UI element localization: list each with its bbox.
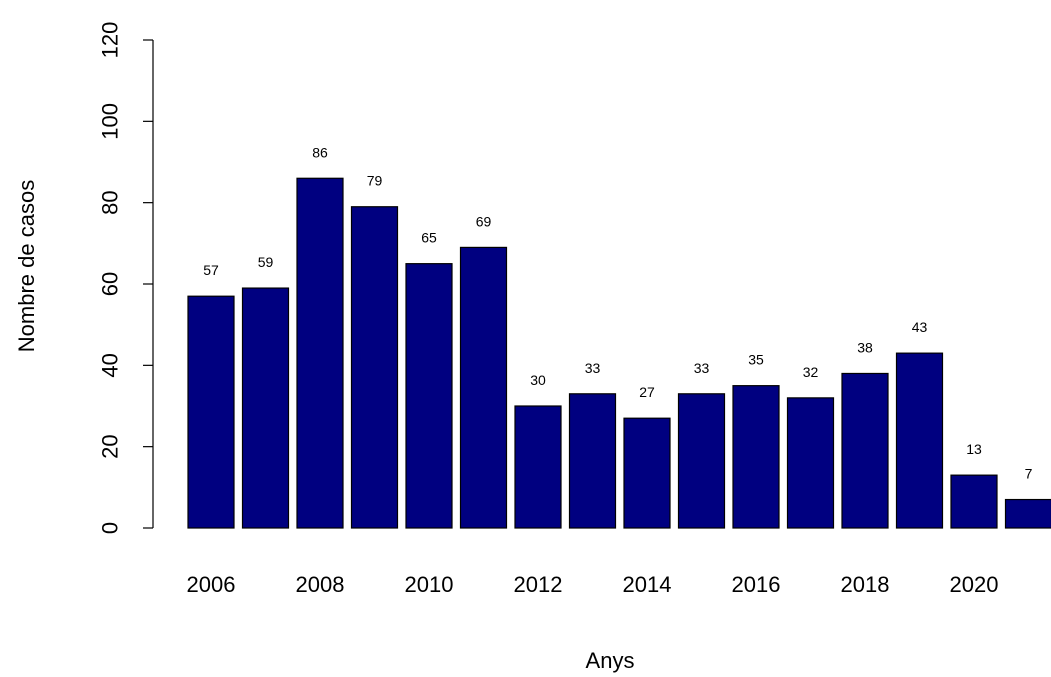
- bar-value-label: 7: [1025, 466, 1033, 482]
- bar-value-label: 13: [966, 441, 982, 457]
- bar-2010: [405, 263, 453, 529]
- y-axis-title: Nombre de casos: [14, 180, 39, 352]
- bar-value-label: 59: [258, 254, 274, 270]
- x-tick-label: 2018: [841, 572, 890, 597]
- bar-value-label: 79: [367, 173, 383, 189]
- bar-value-label: 65: [421, 230, 437, 246]
- bars-group: [187, 177, 1051, 529]
- bar-value-label: 30: [530, 372, 546, 388]
- bar-value-label: 35: [748, 352, 764, 368]
- x-tick-label: 2006: [187, 572, 236, 597]
- bar-2011: [459, 246, 508, 529]
- y-axis: 0 20 40 60 80 100 120: [98, 22, 154, 534]
- bar-2012: [514, 405, 562, 529]
- bar-2006: [187, 295, 235, 529]
- x-tick-label: 2014: [623, 572, 672, 597]
- y-tick-label: 20: [98, 434, 123, 458]
- bar-value-label: 33: [585, 360, 601, 376]
- bar-labels-group: 57 59 86 79 65 69 30 33 27 33 35 32 38 43 13 7: [203, 144, 1032, 481]
- bar-2007: [241, 287, 290, 529]
- bar-value-label: 33: [694, 360, 710, 376]
- x-tick-label: 2010: [405, 572, 454, 597]
- bar-2020: [950, 474, 998, 529]
- bar-2016: [732, 385, 780, 529]
- bar-2013: [568, 393, 617, 529]
- x-tick-label: 2020: [950, 572, 999, 597]
- bar-value-label: 57: [203, 262, 219, 278]
- bar-value-label: 86: [312, 144, 328, 160]
- y-tick-label: 0: [98, 522, 123, 534]
- bar-2008: [296, 177, 344, 529]
- bar-value-label: 38: [857, 339, 873, 355]
- x-tick-labels-group: 2006 2008 2010 2012 2014 2016 2018 2020: [187, 572, 999, 597]
- x-axis-title: Anys: [586, 648, 635, 673]
- y-tick-label: 100: [98, 103, 123, 140]
- bar-2018: [841, 372, 889, 529]
- y-tick-label: 120: [98, 22, 123, 59]
- bar-value-label: 27: [639, 384, 655, 400]
- y-tick-label: 40: [98, 353, 123, 377]
- bar-2021: [1004, 498, 1051, 529]
- x-tick-label: 2016: [732, 572, 781, 597]
- x-tick-label: 2012: [514, 572, 563, 597]
- x-tick-label: 2008: [296, 572, 345, 597]
- bar-value-label: 43: [912, 319, 928, 335]
- bar-2019: [895, 352, 944, 529]
- y-tick-label: 60: [98, 272, 123, 296]
- bar-2015: [677, 393, 726, 529]
- bar-value-label: 69: [476, 213, 492, 229]
- bar-2017: [786, 397, 835, 529]
- bar-2014: [623, 417, 671, 529]
- y-tick-label: 80: [98, 190, 123, 214]
- bar-2009: [350, 206, 399, 529]
- bar-value-label: 32: [803, 364, 819, 380]
